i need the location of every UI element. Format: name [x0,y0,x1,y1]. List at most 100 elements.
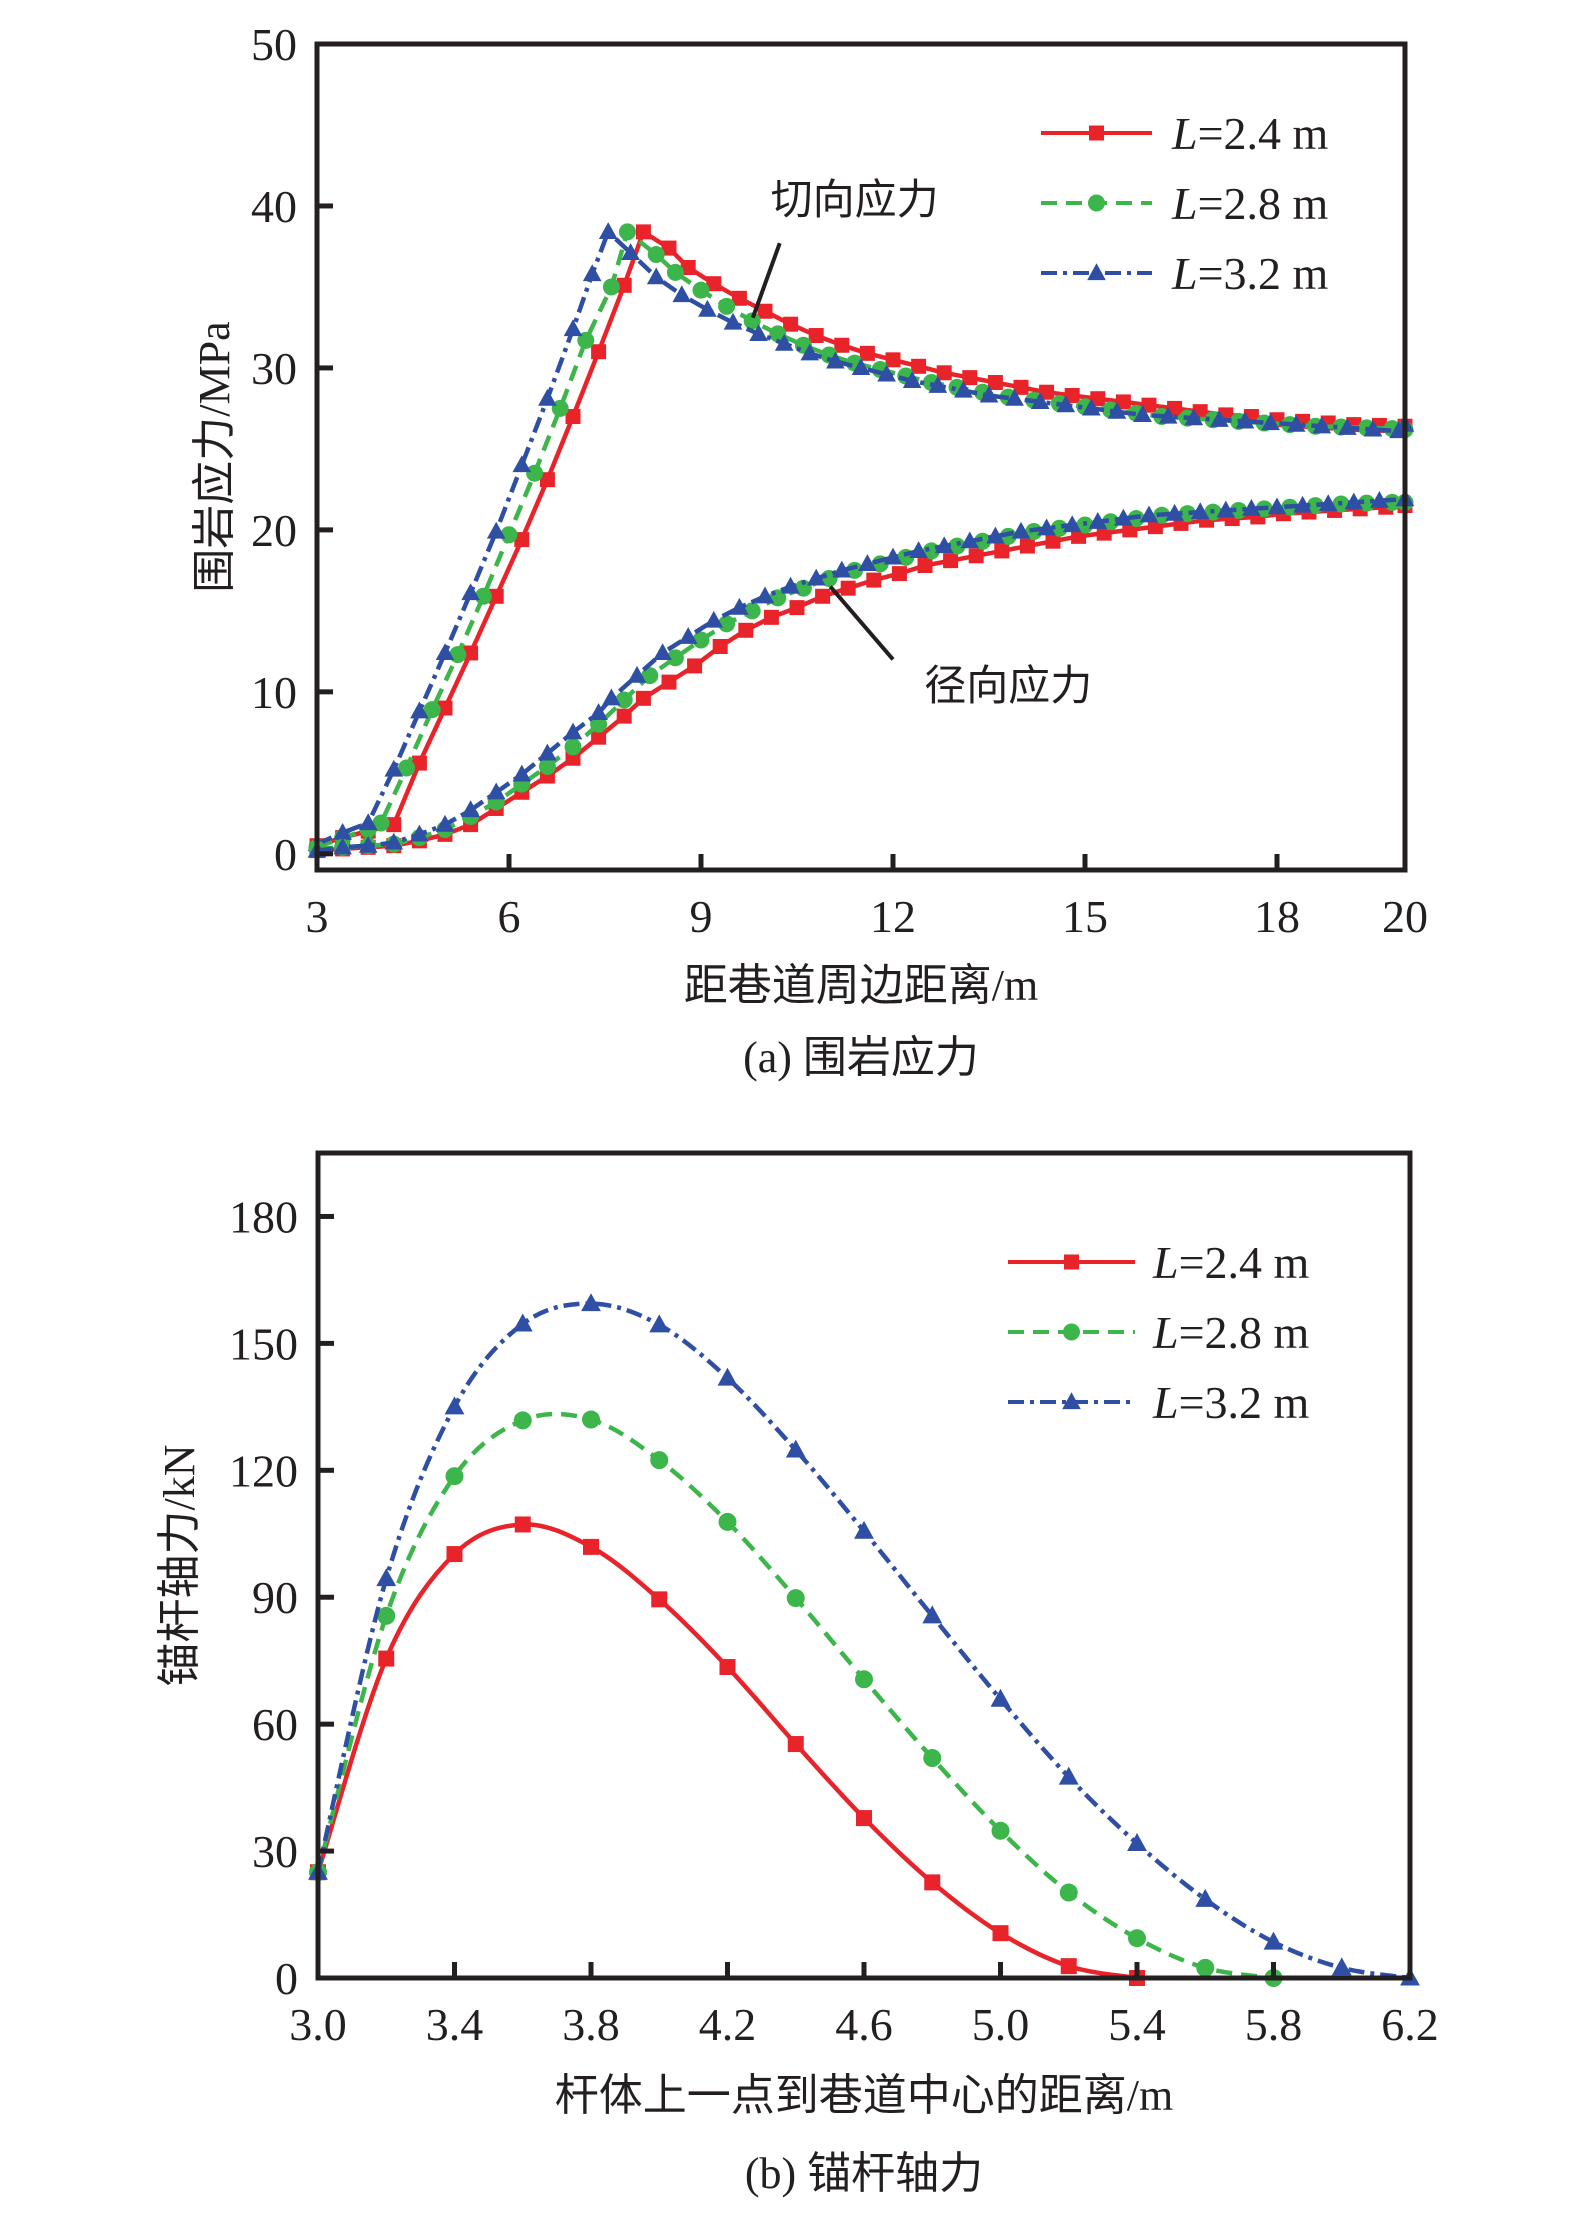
y-tick-label: 10 [251,667,297,718]
data-point-marker [410,701,429,719]
data-point-marker [646,267,666,285]
data-point-marker [616,277,632,293]
data-point-marker [826,351,845,369]
chart-b-series-layer [308,1293,1420,1987]
data-point-marker [1312,416,1332,434]
data-point-marker [986,526,1005,544]
data-point-marker [589,703,608,720]
data-point-marker [500,526,518,544]
data-point-marker [1165,503,1184,521]
data-point-marker [377,1606,396,1625]
data-point-marker [445,1467,464,1486]
data-point-marker [877,364,896,382]
series-radial-2.8m [308,493,1414,858]
legend-item: L=2.4 m [1041,108,1329,159]
data-point-marker [1141,397,1157,413]
chart-a-surrounding-rock-stress: 切向应力 径向应力 3 6 9 12 15 18 20 0 10 20 30 40 50 L=2.4 m… [190,19,1428,1082]
legend-item: L=2.8 m [1008,1307,1310,1358]
data-point-marker [979,385,999,403]
data-point-marker [372,814,390,832]
data-point-marker [1037,518,1056,536]
data-point-marker [591,344,607,360]
series-line [316,229,1406,850]
x-tick-label: 3 [306,891,329,942]
data-point-marker [1013,379,1029,395]
data-point-marker [834,337,850,353]
data-point-marker [692,281,710,299]
data-point-marker [749,324,768,341]
data-point-marker [661,674,677,690]
data-point-marker [621,243,640,261]
x-tick-label: 6.2 [1381,1999,1439,2050]
data-point-marker [1210,409,1229,427]
data-point-marker [800,343,820,361]
data-point-marker [435,814,455,832]
data-point-marker [565,409,581,425]
data-point-marker [1286,414,1306,432]
data-point-marker [1088,512,1108,529]
data-point-marker [384,759,404,777]
legend-label: L=3.2 m [1171,248,1329,299]
data-point-marker [602,278,620,296]
chart-b-y-axis-title: 锚杆轴力/kN [155,1445,204,1687]
data-point-marker [678,627,698,644]
y-tick-label: 50 [251,19,297,70]
data-point-marker [1363,419,1383,437]
data-point-marker [384,832,404,850]
data-point-marker [378,1650,395,1667]
legend-item: L=3.2 m [1008,1377,1310,1428]
data-point-marker [650,1451,669,1470]
series-3.2m [308,1293,1420,1986]
data-point-marker [635,224,651,240]
data-point-marker [333,837,352,855]
data-point-marker [411,755,427,771]
data-point-marker [474,587,492,605]
data-point-marker [883,547,903,565]
data-point-marker [1011,521,1031,539]
data-point-marker [743,602,761,620]
legend-item: L=2.4 m [1008,1237,1310,1288]
data-point-marker [1107,401,1127,419]
x-tick-label: 4.6 [835,1999,893,2050]
legend-label: L=2.8 m [1152,1307,1310,1358]
series-line [316,229,1406,848]
data-point-marker [994,543,1010,559]
data-point-marker [891,566,907,582]
data-point-marker [806,568,826,586]
chart-a-y-axis-title: 围岩应力/MPa [190,321,239,592]
chart-b-legend: L=2.4 m L=2.8 m L=3.2 m [1008,1237,1310,1428]
data-point-marker [917,558,933,574]
series-line [315,1301,1411,1981]
data-point-marker [398,759,416,777]
y-tick-label: 40 [251,181,297,232]
legend-label: L=2.4 m [1152,1237,1310,1288]
data-point-marker [743,312,761,330]
data-point-marker [615,691,633,709]
x-tick-label: 12 [870,891,916,942]
y-tick-label: 30 [251,343,297,394]
data-point-marker [992,1925,1009,1942]
data-point-marker [990,1688,1011,1707]
x-tick-label: 5.8 [1245,1999,1303,2050]
data-point-marker [1127,1833,1147,1852]
data-point-marker [757,303,773,319]
data-point-marker [651,1591,668,1608]
data-point-marker [1058,1766,1079,1785]
data-point-marker [512,1313,533,1332]
data-point-marker [435,643,455,661]
data-point-marker [446,1546,463,1563]
data-point-marker [627,665,647,683]
data-point-marker [1045,533,1061,549]
series-2.4m [310,1516,1145,1986]
data-point-marker [1133,405,1152,422]
data-point-marker [423,701,441,719]
data-point-marker [924,1874,941,1891]
data-point-marker [1370,490,1389,508]
data-point-marker [902,371,922,388]
data-point-marker [461,800,480,818]
data-point-marker [1318,494,1338,512]
data-point-marker [514,1516,531,1533]
data-point-marker [449,646,467,664]
data-point-marker [1139,505,1159,523]
